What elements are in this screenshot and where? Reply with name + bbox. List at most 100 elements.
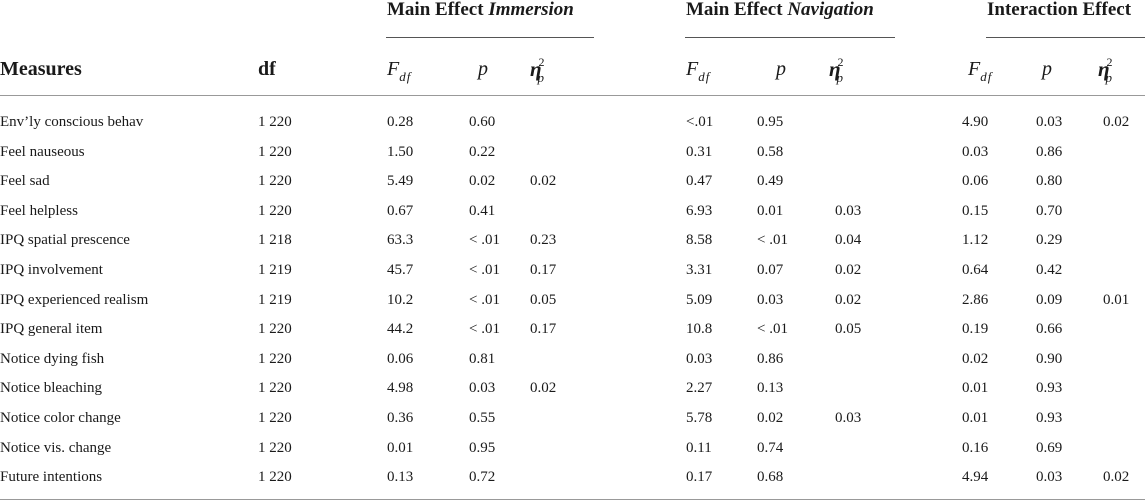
- eta-symbol: η: [1098, 57, 1110, 81]
- f-subscript: df: [399, 69, 412, 84]
- group-header-interaction-label: Interaction Effect: [987, 0, 1132, 20]
- cell-immersion-f: 10.2: [387, 291, 414, 308]
- cell-navigation-f: <.01: [686, 114, 714, 130]
- column-header-immersion-eta: η2p: [530, 55, 554, 85]
- cell-navigation-eta: 0.03: [835, 410, 862, 426]
- cell-measure: Feel helpless: [0, 202, 78, 219]
- cell-navigation-p: 0.74: [757, 439, 784, 456]
- cell-immersion-f: 0.06: [387, 350, 414, 367]
- cell-interaction-p: 0.90: [1036, 350, 1063, 367]
- cell-df: 1 220: [258, 350, 292, 367]
- column-header-interaction-p: p: [1042, 58, 1052, 80]
- cell-immersion-p: < .01: [469, 232, 500, 249]
- table-row: Env’ly conscious behav 1 220 0.28 0.60 <…: [0, 108, 1145, 137]
- table-row: Notice vis. change 1 220 0.01 0.95 0.11 …: [0, 434, 1145, 463]
- cell-immersion-p: 0.95: [469, 439, 496, 456]
- cell-df: 1 220: [258, 439, 292, 456]
- cell-navigation-f: 2.27: [686, 380, 713, 397]
- cell-immersion-f: 4.98: [387, 380, 414, 397]
- cell-df: 1 220: [258, 410, 292, 426]
- cell-interaction-f: 0.03: [962, 143, 989, 160]
- cell-navigation-p: 0.49: [757, 173, 784, 190]
- column-header-navigation-eta: η2p: [829, 55, 853, 85]
- f-symbol: F: [387, 58, 400, 80]
- cell-interaction-f: 0.02: [962, 350, 989, 367]
- eta-symbol: η: [829, 57, 841, 81]
- p-symbol: p: [478, 58, 488, 80]
- cell-interaction-p: 0.93: [1036, 410, 1063, 426]
- cell-interaction-f: 0.01: [962, 380, 989, 397]
- cell-navigation-f: 0.11: [686, 439, 712, 456]
- cell-navigation-eta: 0.02: [835, 291, 862, 308]
- group-header-navigation: Main Effect Navigation: [686, 0, 874, 20]
- cell-interaction-f: 2.86: [962, 291, 989, 308]
- cell-navigation-f: 0.31: [686, 143, 713, 160]
- cell-measure: Notice dying fish: [0, 350, 105, 367]
- cell-interaction-f: 0.64: [962, 262, 989, 278]
- group-header-immersion: Main Effect Immersion: [387, 0, 574, 20]
- p-symbol: p: [776, 58, 786, 80]
- f-subscript: df: [698, 69, 711, 84]
- cell-measure: IPQ involvement: [0, 262, 103, 278]
- cell-immersion-f: 0.01: [387, 439, 414, 456]
- cell-navigation-f: 10.8: [686, 321, 713, 338]
- cell-navigation-p: 0.95: [757, 114, 784, 130]
- f-symbol: F: [686, 58, 699, 80]
- eta-subscript: p: [537, 70, 545, 85]
- cell-measure: Notice bleaching: [0, 380, 103, 397]
- table-row: Notice bleaching 1 220 4.98 0.03 0.02 2.…: [0, 374, 1145, 403]
- column-header-navigation-f: Fdf: [686, 58, 711, 84]
- cell-immersion-f: 1.50: [387, 143, 414, 160]
- cell-navigation-f: 0.47: [686, 173, 713, 190]
- eta-symbol: η: [530, 57, 542, 81]
- cell-interaction-f: 4.94: [962, 469, 989, 486]
- table-row: IPQ involvement 1 219 45.7 < .01 0.17 3.…: [0, 256, 1145, 285]
- cell-interaction-f: 1.12: [962, 232, 989, 249]
- group-rule-interaction: [986, 37, 1145, 38]
- bottom-rule: [0, 499, 1145, 500]
- cell-df: 1 220: [258, 114, 292, 130]
- cell-measure: Future intentions: [0, 469, 103, 486]
- cell-immersion-f: 44.2: [387, 321, 414, 338]
- eta-subscript: p: [1105, 70, 1113, 85]
- cell-interaction-f: 0.15: [962, 202, 989, 219]
- column-header-interaction-f: Fdf: [968, 58, 993, 84]
- cell-immersion-p: 0.03: [469, 380, 496, 397]
- table-row: Feel nauseous 1 220 1.50 0.22 0.31 0.58 …: [0, 138, 1145, 167]
- cell-immersion-p: 0.60: [469, 114, 496, 130]
- cell-navigation-f: 0.03: [686, 350, 713, 367]
- cell-interaction-f: 4.90: [962, 114, 989, 130]
- cell-df: 1 220: [258, 380, 292, 397]
- cell-interaction-eta: 0.02: [1103, 114, 1130, 130]
- cell-navigation-eta: 0.05: [835, 321, 862, 338]
- table-row: IPQ general item 1 220 44.2 < .01 0.17 1…: [0, 315, 1145, 344]
- cell-immersion-f: 5.49: [387, 173, 414, 190]
- cell-immersion-p: 0.72: [469, 469, 496, 486]
- cell-df: 1 220: [258, 469, 292, 486]
- cell-navigation-p: 0.07: [757, 262, 784, 278]
- cell-navigation-f: 8.58: [686, 232, 713, 249]
- column-header-navigation-p: p: [776, 58, 786, 80]
- cell-immersion-eta: 0.02: [530, 173, 557, 190]
- cell-interaction-p: 0.86: [1036, 143, 1063, 160]
- cell-interaction-f: 0.01: [962, 410, 989, 426]
- cell-immersion-p: 0.55: [469, 410, 496, 426]
- cell-navigation-p: 0.13: [757, 380, 784, 397]
- group-header-navigation-prefix: Main Effect: [686, 0, 788, 20]
- cell-navigation-f: 5.78: [686, 410, 713, 426]
- cell-interaction-p: 0.42: [1036, 262, 1063, 278]
- cell-measure: Env’ly conscious behav: [0, 114, 144, 130]
- cell-navigation-f: 3.31: [686, 262, 713, 278]
- cell-navigation-p: 0.02: [757, 410, 784, 426]
- table-row: Future intentions 1 220 0.13 0.72 0.17 0…: [0, 463, 1145, 492]
- group-header-immersion-prefix: Main Effect: [387, 0, 489, 20]
- cell-interaction-p: 0.69: [1036, 439, 1063, 456]
- cell-navigation-p: < .01: [757, 321, 788, 338]
- cell-navigation-f: 6.93: [686, 202, 713, 219]
- column-header-immersion-f: Fdf: [387, 58, 412, 84]
- cell-immersion-f: 0.13: [387, 469, 414, 486]
- group-header-interaction: Interaction Effect: [987, 0, 1131, 20]
- group-header-navigation-emph: Navigation: [787, 0, 874, 20]
- f-subscript: df: [980, 69, 993, 84]
- cell-interaction-p: 0.29: [1036, 232, 1063, 249]
